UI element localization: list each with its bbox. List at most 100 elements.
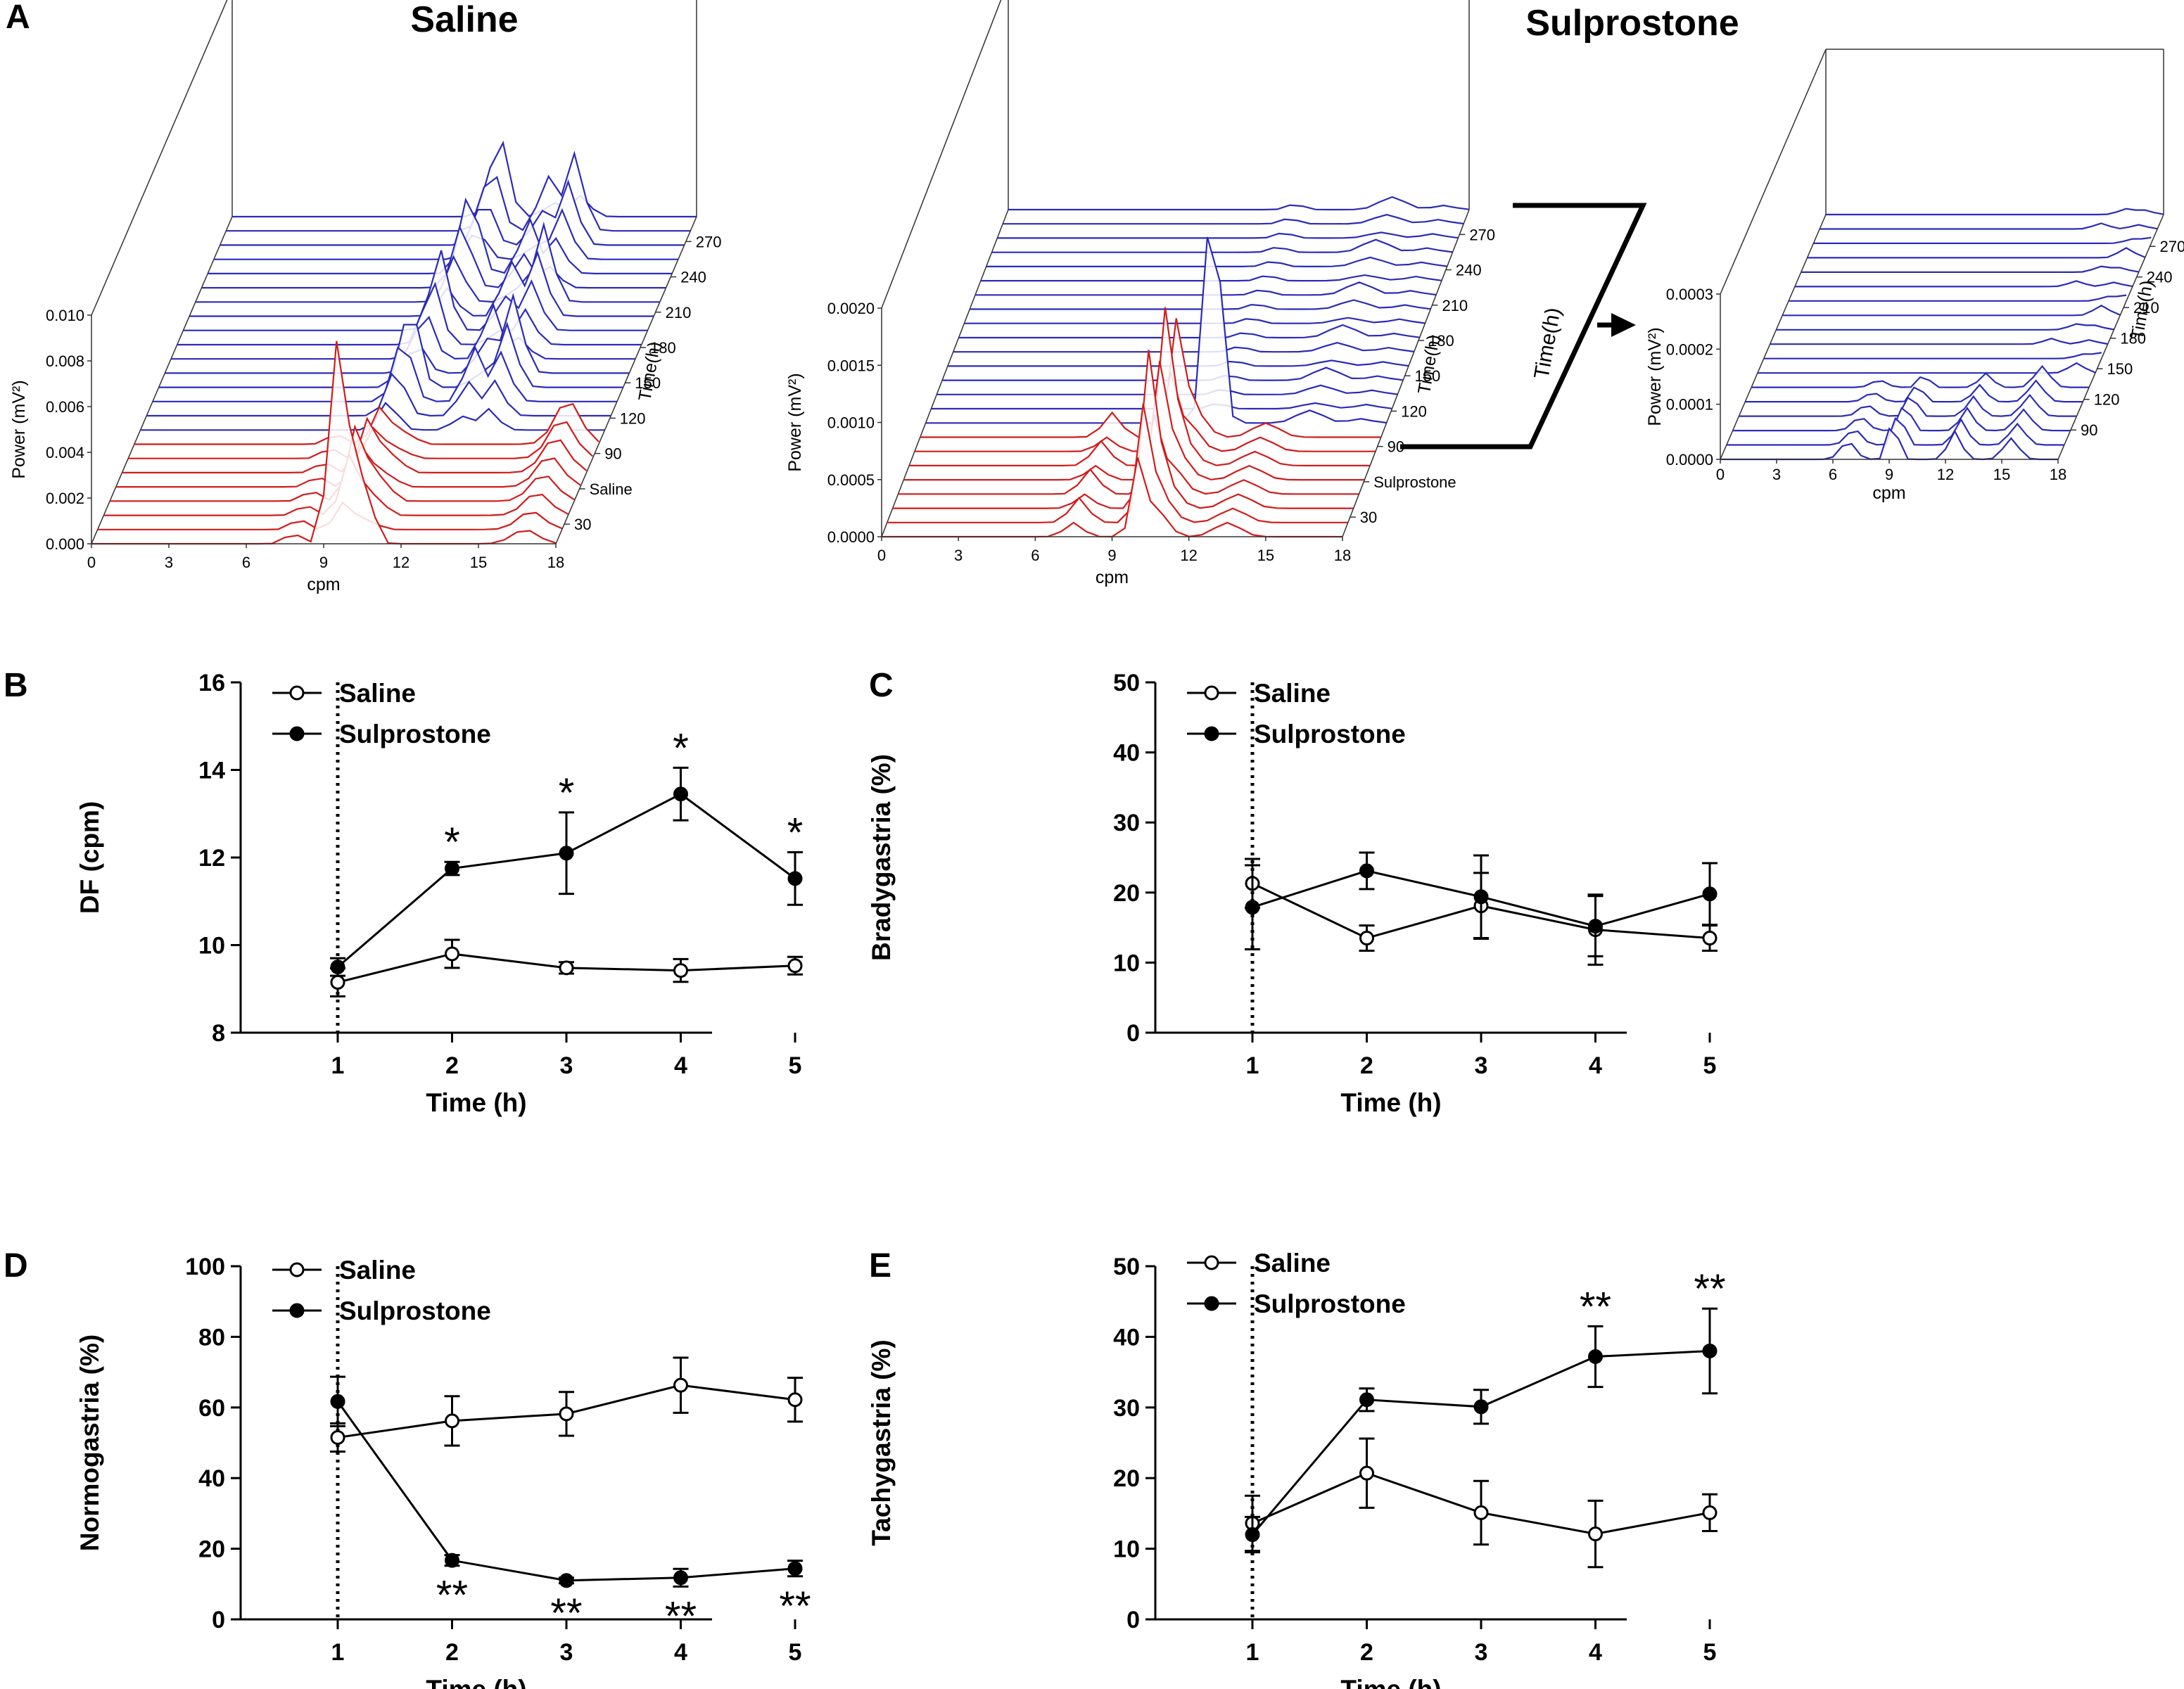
- time-tick-label: 150: [635, 374, 661, 392]
- spectrum-trace-post: [1003, 214, 1464, 225]
- legend-marker: [1204, 1255, 1219, 1270]
- data-point-sulprostone: [330, 960, 345, 975]
- y-tick-label: 0.002: [46, 490, 84, 507]
- x-tick-label: 5: [789, 1639, 802, 1666]
- y-tick-label: 0.0001: [1666, 396, 1713, 414]
- time-tick-label: 120: [1401, 402, 1427, 420]
- waterfall-saline: 0.000 0.002 0.004 0.006 0.008 0.010 0 3 6 9 12 15 18…: [9, 0, 722, 594]
- y-tick-label: 50: [1113, 670, 1140, 696]
- x-axis-title: Time (h): [1340, 1088, 1441, 1117]
- y-tick-label: 10: [1113, 1536, 1140, 1563]
- y-tick-label: 40: [1113, 740, 1140, 767]
- time-tick-label: 150: [1415, 367, 1441, 385]
- x-tick-label: 5: [1703, 1052, 1717, 1079]
- y-tick-label: 20: [198, 1536, 225, 1563]
- data-point-saline: [1359, 1465, 1374, 1481]
- spectrum-trace-post: [1820, 222, 2158, 230]
- time-tick-label: 90: [604, 445, 621, 463]
- y-tick-label: 0.0002: [1666, 340, 1713, 358]
- time-tick-label: Sulprostone: [1373, 473, 1456, 491]
- time-tick-label: 270: [696, 233, 722, 250]
- panel-letter-a: A: [6, 0, 30, 36]
- x-axis-title: Time (h): [426, 1088, 526, 1117]
- x-tick-label: 4: [674, 1639, 687, 1666]
- spectrum-trace-post: [226, 151, 691, 232]
- significance-mark: **: [779, 1583, 811, 1629]
- y-axis-title: Normogastria (%): [75, 1334, 104, 1551]
- spectrum-trace-baseline: [887, 403, 1348, 523]
- x-tick-label: 1: [331, 1052, 345, 1079]
- x-tick-label: 3: [560, 1639, 573, 1666]
- legend-label: Sulprostone: [1254, 720, 1406, 748]
- data-point-sulprostone: [1588, 1349, 1603, 1365]
- significance-mark: **: [1580, 1284, 1611, 1330]
- data-point-saline: [559, 960, 574, 976]
- significance-mark: **: [1694, 1266, 1725, 1312]
- y-tick-label: 20: [1113, 880, 1140, 907]
- x-tick-label: 3: [954, 547, 963, 564]
- significance-mark: **: [665, 1593, 697, 1639]
- spectrum-trace-baseline: [882, 457, 1342, 538]
- saline-plot-title: Saline: [410, 0, 518, 40]
- callout-time-label: Time(h): [1530, 306, 1565, 381]
- spectrum-trace-post: [958, 324, 1420, 339]
- panel-letter: C: [869, 667, 894, 704]
- callout-bracket: [1400, 203, 1647, 450]
- y-axis-title: Power (mV²): [9, 380, 29, 478]
- x-tick-label: 15: [1993, 466, 2010, 483]
- y-tick-label: 0.006: [46, 398, 84, 416]
- spectrum-trace-post: [997, 231, 1459, 239]
- x-tick-label: 12: [393, 554, 410, 571]
- y-tick-label: 0.0020: [827, 300, 875, 317]
- time-axis-line: [1342, 209, 1470, 537]
- spectrum-trace-post: [1794, 280, 2133, 288]
- frame-edge: [1720, 49, 1827, 295]
- x-axis-title: Time (h): [1340, 1675, 1441, 1689]
- frame-edge: [881, 209, 1009, 537]
- x-tick-label: 0: [87, 554, 96, 571]
- time-axis-title: Time(h): [1414, 333, 1444, 395]
- frame-edge: [91, 216, 233, 544]
- data-point-sulprostone: [445, 1553, 459, 1568]
- time-tick-label: Saline: [590, 480, 633, 498]
- x-tick-label: 18: [2050, 466, 2066, 483]
- spectrum-trace-post: [189, 250, 654, 317]
- time-tick-label: 90: [2081, 421, 2097, 439]
- spectrum-trace-post: [1751, 364, 2090, 388]
- significance-mark: *: [787, 810, 804, 856]
- y-axis-title: Bradygastria (%): [867, 754, 896, 961]
- data-point-sulprostone: [1702, 886, 1718, 902]
- data-point-sulprostone: [1245, 1527, 1260, 1543]
- spectrum-trace-post: [1776, 323, 2114, 331]
- time-tick-label: 180: [1428, 332, 1454, 350]
- spectrum-trace-post: [1745, 379, 2083, 403]
- data-point-sulprostone: [559, 846, 574, 861]
- zoom-callout: Time(h): [1400, 203, 1647, 450]
- panel-d: D 0 20 40 60 80 100 1 2 3 4 5 Time (h) Normogastria (…: [4, 1247, 811, 1689]
- x-tick-label: 2: [445, 1052, 459, 1079]
- legend-marker: [289, 1303, 305, 1318]
- y-tick-label: 100: [185, 1254, 225, 1280]
- frame-edge: [91, 0, 228, 316]
- y-tick-label: 0.004: [46, 444, 84, 461]
- legend-label: Saline: [1254, 1249, 1331, 1277]
- y-tick-label: 0.0000: [827, 528, 875, 546]
- x-tick-label: 3: [1772, 466, 1781, 483]
- x-tick-label: 1: [1246, 1052, 1259, 1079]
- spectrum-trace-post: [964, 317, 1426, 324]
- data-point-saline: [1359, 931, 1374, 946]
- time-tick-label: 210: [666, 304, 692, 321]
- x-tick-label: 12: [1180, 547, 1197, 564]
- data-point-saline: [1473, 1505, 1489, 1520]
- x-tick-label: 12: [1937, 466, 1954, 483]
- y-tick-label: 0.0000: [1666, 451, 1713, 469]
- x-tick-label: 5: [1703, 1639, 1717, 1666]
- data-point-sulprostone: [1359, 1392, 1374, 1408]
- panel-c: C 0 10 20 30 40 50 1 2 3 4 5 Time (h) Bradygastria (%…: [867, 667, 1718, 1117]
- data-point-sulprostone: [1588, 919, 1603, 934]
- significance-mark: **: [436, 1573, 468, 1619]
- time-tick-label: 270: [2160, 238, 2184, 255]
- data-point-sulprostone: [1359, 863, 1374, 879]
